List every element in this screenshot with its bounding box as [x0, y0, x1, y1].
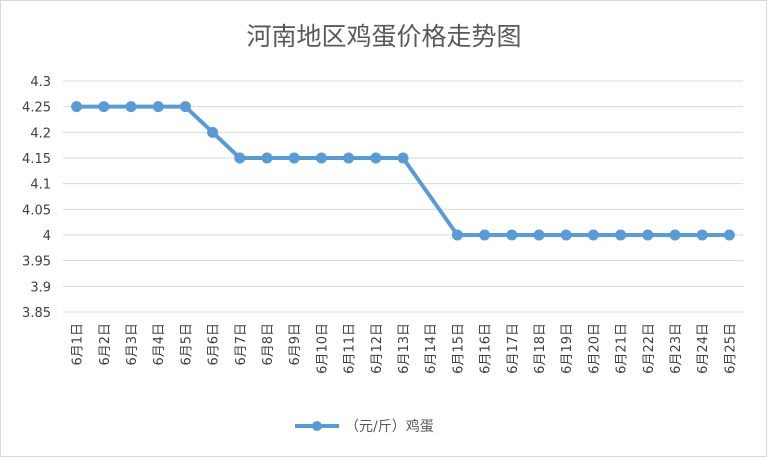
- data-point: [261, 152, 273, 164]
- data-point: [152, 101, 164, 113]
- data-point: [642, 229, 654, 241]
- data-point: [234, 152, 246, 164]
- x-tick-label: 6月19日: [560, 323, 575, 374]
- legend-label: （元/斤）鸡蛋: [345, 418, 434, 435]
- x-tick-label: 6月21日: [615, 323, 630, 374]
- data-point: [479, 229, 491, 241]
- data-point: [71, 101, 83, 113]
- y-tick-label: 4.3: [30, 75, 51, 90]
- chart-title: 河南地区鸡蛋价格走势图: [246, 22, 521, 51]
- x-tick-label: 6月12日: [370, 323, 385, 374]
- data-point: [533, 229, 545, 241]
- data-point: [669, 229, 681, 241]
- y-tick-label: 3.95: [22, 255, 51, 270]
- x-tick-label: 6月23日: [669, 323, 684, 374]
- y-axis-ticks: 4.3 4.25 4.2 4.15 4.1 4.05 4 3.95 3.9 3.85: [22, 75, 51, 321]
- x-tick-label: 6月18日: [533, 323, 548, 374]
- x-tick-label: 6月2日: [98, 323, 113, 366]
- x-tick-label: 6月9日: [288, 323, 303, 366]
- data-point: [451, 229, 463, 241]
- data-point: [315, 152, 327, 164]
- y-tick-label: 3.85: [22, 306, 51, 321]
- x-tick-label: 6月20日: [587, 323, 602, 374]
- x-tick-label: 6月1日: [71, 323, 86, 366]
- legend: （元/斤）鸡蛋: [295, 418, 434, 435]
- data-point: [696, 229, 708, 241]
- y-tick-label: 4.1: [30, 178, 51, 193]
- x-tick-label: 6月17日: [506, 323, 521, 374]
- y-gridlines: [63, 80, 743, 313]
- data-point: [587, 229, 599, 241]
- data-point: [615, 229, 627, 241]
- data-point: [98, 101, 110, 113]
- data-point: [179, 101, 191, 113]
- data-point: [506, 229, 518, 241]
- data-point: [560, 229, 572, 241]
- x-tick-label: 6月25日: [723, 323, 738, 374]
- data-point: [125, 101, 137, 113]
- x-tick-label: 6月8日: [261, 323, 276, 366]
- x-tick-label: 6月4日: [152, 323, 167, 366]
- y-tick-label: 4.15: [22, 152, 51, 167]
- data-point: [723, 229, 735, 241]
- y-tick-label: 4.25: [22, 101, 51, 116]
- x-tick-label: 6月14日: [424, 323, 439, 374]
- x-tick-label: 6月13日: [397, 323, 412, 374]
- y-tick-label: 4.05: [22, 203, 51, 218]
- x-tick-label: 6月24日: [696, 323, 711, 374]
- y-tick-label: 4: [43, 229, 51, 244]
- x-tick-label: 6月10日: [315, 323, 330, 374]
- legend-marker: [312, 421, 322, 431]
- data-point: [207, 126, 219, 138]
- data-point: [343, 152, 355, 164]
- x-tick-label: 6月22日: [642, 323, 657, 374]
- x-tick-label: 6月15日: [451, 323, 466, 374]
- x-axis-ticks: 6月1日 6月2日 6月3日 6月4日 6月5日 6月6日 6月7日 6月8日 6月9日 6月10…: [71, 323, 739, 374]
- data-point: [370, 152, 382, 164]
- data-point: [397, 152, 409, 164]
- x-tick-label: 6月3日: [125, 323, 140, 366]
- y-tick-label: 3.9: [30, 280, 51, 295]
- x-tick-label: 6月5日: [179, 323, 194, 366]
- x-tick-label: 6月6日: [207, 323, 222, 366]
- series-line-eggs: [71, 101, 735, 241]
- x-tick-label: 6月7日: [234, 323, 249, 366]
- x-tick-label: 6月11日: [343, 323, 358, 374]
- y-tick-label: 4.2: [30, 126, 51, 141]
- series-line: [74, 104, 732, 237]
- x-tick-label: 6月16日: [479, 323, 494, 374]
- data-point: [288, 152, 300, 164]
